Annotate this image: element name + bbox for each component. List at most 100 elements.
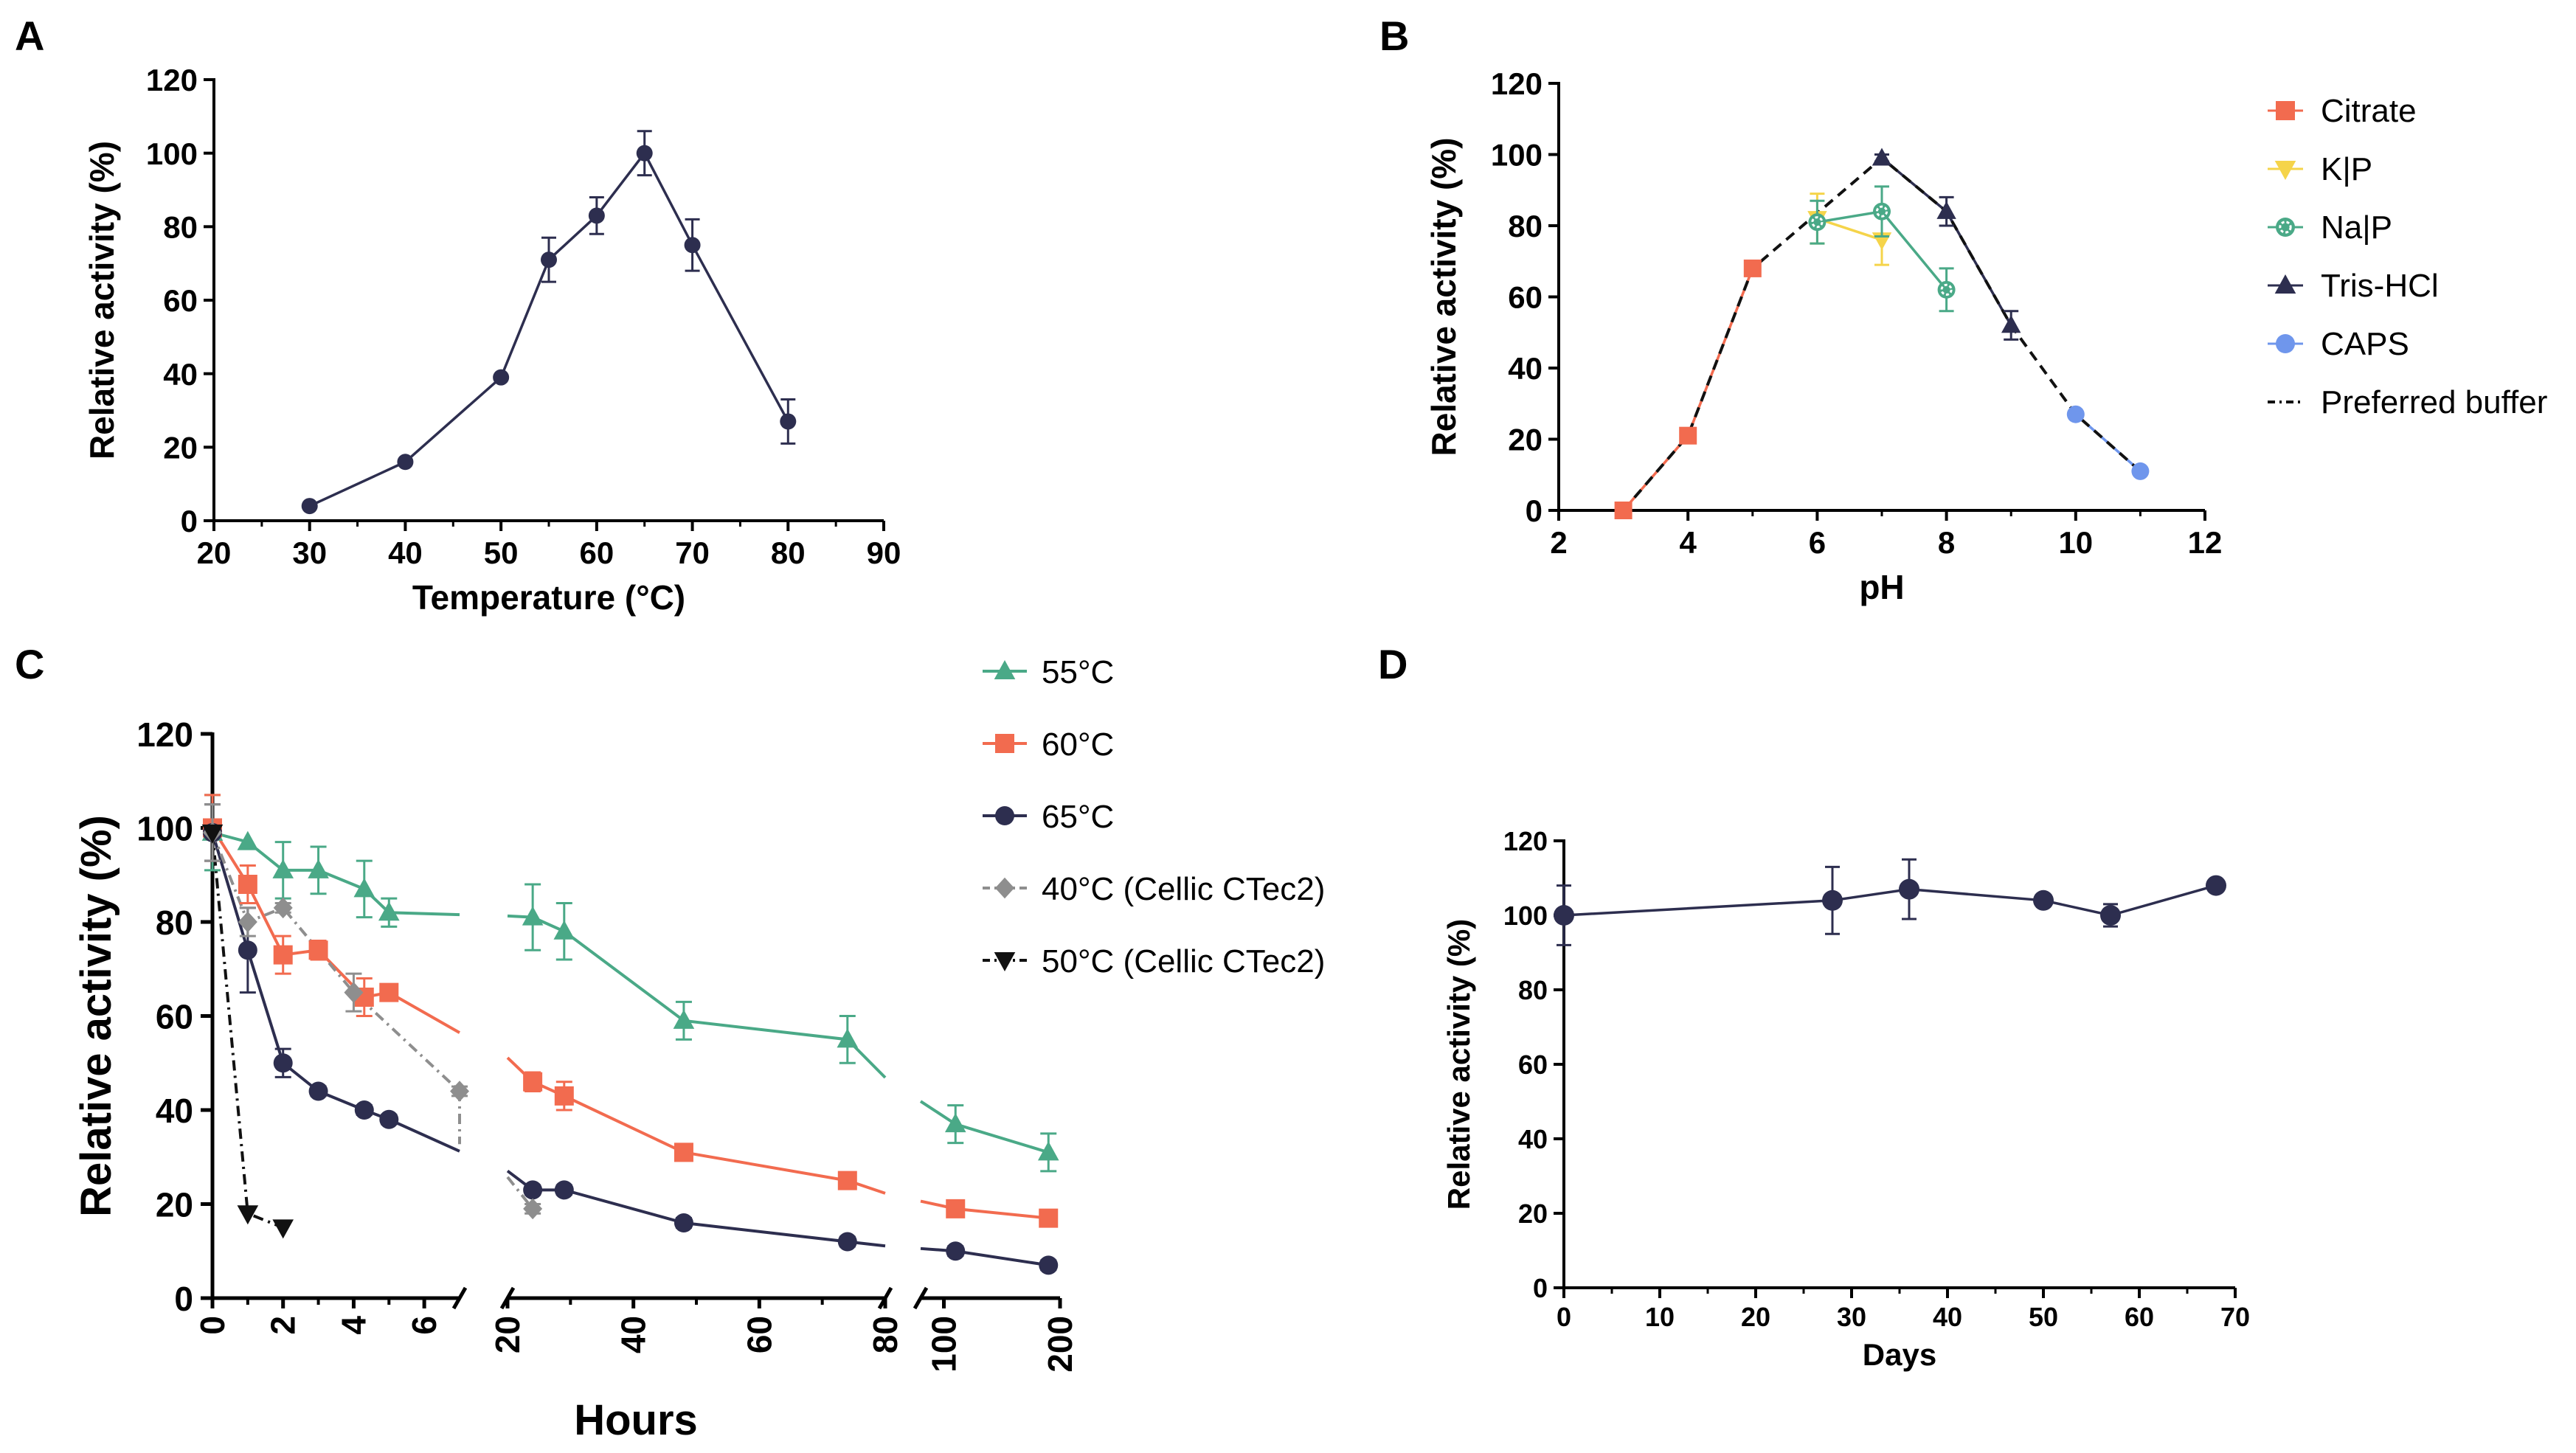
- x-axis-title: Hours: [574, 1396, 698, 1444]
- x-tick-label: 20: [1741, 1302, 1770, 1332]
- data-point-shape: [1037, 1141, 1059, 1161]
- y-tick-label: 80: [1508, 209, 1543, 243]
- data-point: [379, 982, 399, 1002]
- data-point-shape: [837, 1171, 857, 1190]
- data-point: [237, 1205, 259, 1225]
- data-point-shape: [1899, 878, 1919, 900]
- data-point-shape: [684, 237, 701, 254]
- data-point-shape: [2001, 315, 2021, 333]
- data-point: [378, 901, 400, 921]
- legend-label: Na|P: [2321, 209, 2392, 246]
- data-point: [238, 875, 257, 894]
- data-point: [2066, 405, 2085, 423]
- y-tick-label: 0: [181, 504, 198, 538]
- y-tick-label: 80: [156, 904, 193, 942]
- legend-marker-shape: [2274, 274, 2296, 294]
- data-point: [1679, 426, 1697, 445]
- legend-marker: [995, 734, 1014, 753]
- data-point: [1808, 213, 1827, 232]
- legend: 55°C 60°C 65°C 40°C (Cellic CTec2) 50°C (Cel…: [983, 654, 1325, 979]
- legend-marker-shape: [2274, 160, 2296, 180]
- y-tick-label: 100: [1503, 901, 1548, 931]
- data-point: [354, 1100, 374, 1120]
- data-point-shape: [636, 145, 653, 162]
- data-point-shape: [308, 1081, 328, 1101]
- data-point: [272, 859, 294, 878]
- data-point-shape: [2033, 890, 2054, 911]
- data-point-shape: [2131, 462, 2150, 480]
- data-point-shape: [273, 945, 293, 965]
- data-point-shape: [944, 1113, 966, 1133]
- y-tick-label: 20: [163, 430, 198, 465]
- data-point: [1554, 905, 1574, 926]
- legend-label: CAPS: [2321, 326, 2409, 362]
- legend-marker-shape: [995, 806, 1014, 825]
- data-point-shape: [541, 252, 557, 268]
- data-point: [523, 1072, 543, 1092]
- data-point: [523, 1180, 543, 1200]
- y-tick-label: 100: [146, 136, 198, 171]
- x-tick-label: 20: [488, 1316, 527, 1353]
- x-tick-label: 90: [867, 535, 901, 570]
- panel-letter-C: C: [15, 641, 44, 687]
- data-point: [837, 1171, 857, 1190]
- x-tick-label: 12: [2188, 525, 2223, 560]
- data-point-shape: [837, 1232, 857, 1252]
- data-point-shape: [523, 1072, 543, 1092]
- data-point-shape: [450, 1081, 469, 1102]
- series-line-2: [920, 1246, 1049, 1267]
- x-tick-label: 4: [334, 1316, 373, 1335]
- y-tick-label: 20: [1518, 1199, 1548, 1229]
- legend-item: Citrate: [2268, 93, 2417, 129]
- series-line-0: [919, 1100, 1049, 1154]
- y-axis-title: Relative activity (%): [1424, 137, 1463, 456]
- legend-marker-shape: [2276, 101, 2295, 120]
- x-tick-label: 80: [866, 1316, 904, 1353]
- y-tick-label: 0: [1526, 493, 1543, 528]
- data-point-shape: [344, 982, 364, 1003]
- data-point-shape: [238, 875, 257, 894]
- data-point: [837, 1028, 859, 1048]
- data-point: [944, 1113, 966, 1133]
- legend-item: 60°C: [983, 726, 1114, 763]
- series-line-1: [920, 1199, 1049, 1220]
- axis-break-mark: [913, 1286, 929, 1310]
- x-tick-label: 50: [2029, 1302, 2058, 1332]
- data-point-shape: [273, 897, 293, 919]
- legend-label: Preferred buffer: [2321, 384, 2547, 420]
- data-point: [554, 1086, 574, 1106]
- data-point: [1937, 280, 1956, 299]
- data-point: [308, 859, 329, 878]
- x-tick-label: 8: [1938, 525, 1955, 560]
- legend-label: 65°C: [1042, 799, 1114, 835]
- data-point: [238, 940, 257, 960]
- legend-marker: [2274, 274, 2296, 294]
- data-point: [946, 1241, 966, 1261]
- data-point-pattern: [1940, 283, 1953, 296]
- data-point: [1614, 502, 1632, 519]
- data-point-pattern: [1875, 205, 1888, 218]
- data-point-shape: [397, 454, 414, 471]
- x-tick-label: 80: [771, 535, 806, 570]
- x-tick-label: 10: [1645, 1302, 1675, 1332]
- data-point-shape: [379, 1109, 399, 1129]
- legend-label: 60°C: [1042, 726, 1114, 763]
- legend-item: 55°C: [983, 654, 1114, 690]
- data-point-shape: [1039, 1255, 1059, 1275]
- legend-label: 55°C: [1042, 654, 1114, 690]
- y-tick-label: 0: [1533, 1273, 1548, 1303]
- data-point-shape: [273, 1053, 293, 1073]
- legend-marker-shape: [995, 877, 1014, 899]
- legend-marker-shape: [2276, 218, 2295, 237]
- data-point: [673, 1009, 695, 1029]
- y-tick-label: 120: [1503, 826, 1548, 856]
- x-tick-label: 40: [614, 1316, 653, 1353]
- x-tick-label: 70: [675, 535, 710, 570]
- data-point: [273, 945, 293, 965]
- data-point-shape: [201, 824, 224, 844]
- data-point-shape: [553, 920, 575, 940]
- series-line-0: [1622, 268, 1754, 512]
- data-point-shape: [353, 878, 375, 898]
- data-point-shape: [674, 1142, 693, 1162]
